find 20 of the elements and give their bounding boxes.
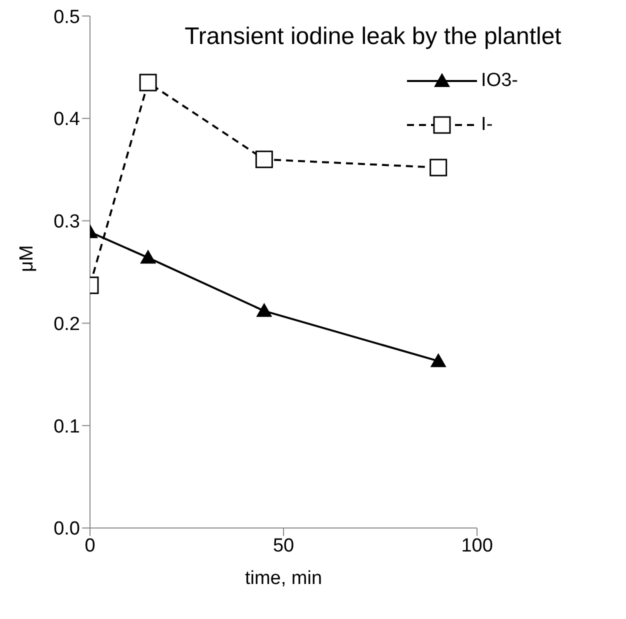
point — [139, 74, 157, 92]
y-tick-label: 0.1 — [54, 416, 80, 438]
y-tick-label: 0.2 — [54, 314, 80, 335]
point — [140, 250, 156, 264]
chart-title: Transient iodine leak by the plantlet — [184, 23, 562, 50]
y-tick-label: 0.4 — [54, 109, 80, 130]
legend-label: IO3- — [481, 70, 518, 92]
y-tick-label: 0.5 — [54, 6, 80, 28]
x-tick-label: 50 — [272, 535, 294, 556]
y-axis-title: μM — [16, 245, 38, 272]
x-tick-label: 100 — [461, 535, 493, 556]
legend-label: I- — [481, 114, 493, 136]
x-tick-label: 0 — [84, 535, 96, 556]
point — [255, 150, 273, 168]
point — [256, 302, 272, 317]
y-tick-label: 0.0 — [54, 518, 80, 540]
point — [430, 158, 448, 176]
x-axis-title: time, min — [244, 568, 322, 589]
point — [430, 353, 446, 368]
y-tick-label: 0.3 — [54, 212, 80, 233]
